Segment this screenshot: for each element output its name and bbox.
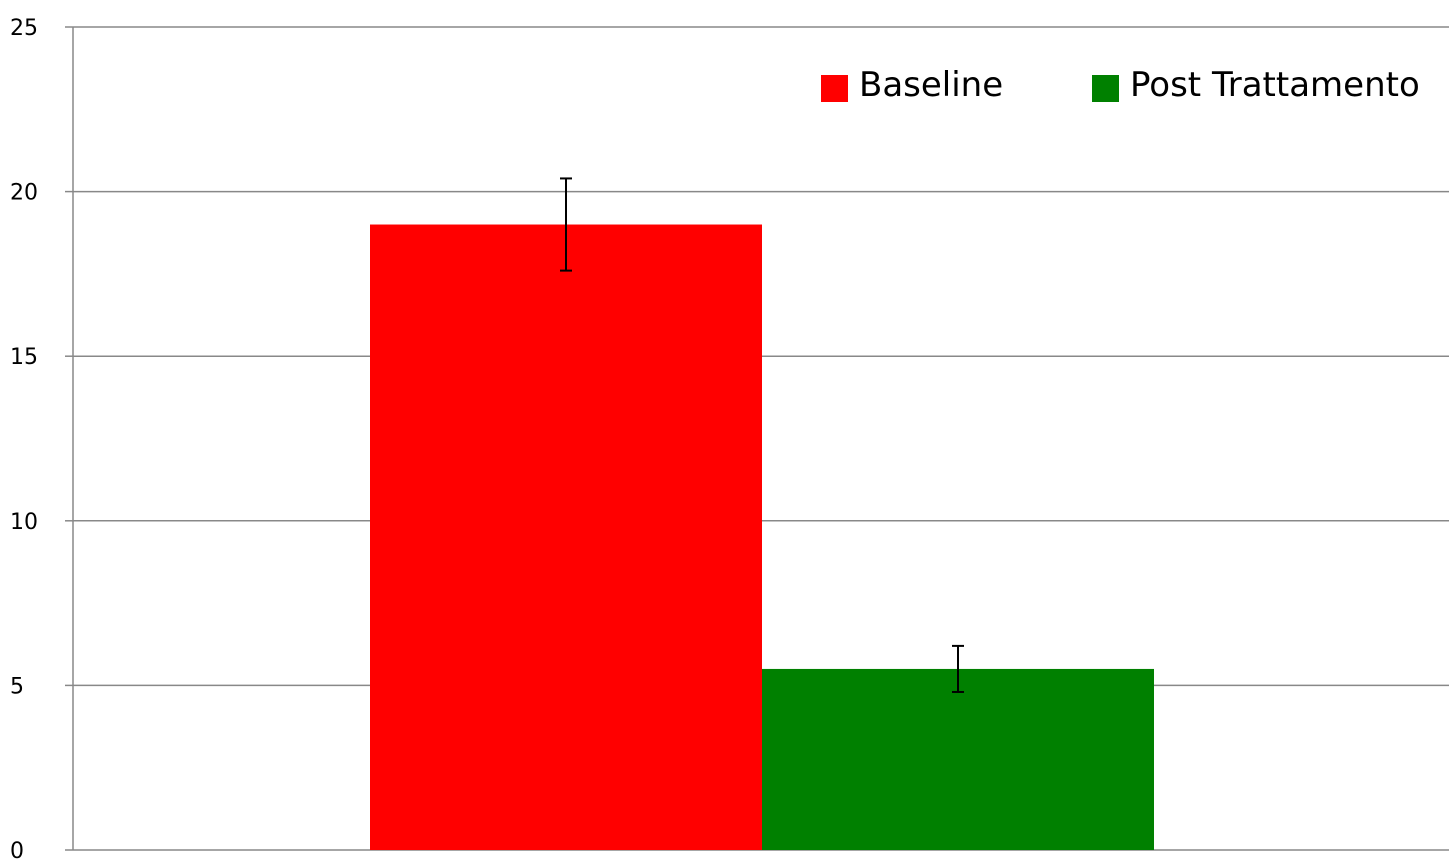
bar-baseline	[370, 224, 762, 850]
y-tick-label: 5	[10, 674, 24, 699]
y-tick-label: 0	[10, 839, 24, 864]
legend-label: Post Trattamento	[1130, 65, 1420, 105]
y-tick-label: 15	[10, 345, 38, 370]
error-bars	[560, 177, 964, 693]
legend: Baseline Post Trattamento	[821, 65, 1420, 105]
y-tick-label: 20	[10, 181, 38, 206]
legend-swatch	[1092, 75, 1119, 102]
y-axis: 0 5 10 15 20 25	[10, 16, 74, 864]
y-tick-label: 10	[10, 510, 38, 535]
legend-label: Baseline	[859, 65, 1003, 105]
bars	[370, 224, 1154, 850]
legend-swatch	[821, 75, 848, 102]
bar-post-trattamento	[762, 668, 1154, 850]
y-tick-label: 25	[10, 16, 38, 41]
